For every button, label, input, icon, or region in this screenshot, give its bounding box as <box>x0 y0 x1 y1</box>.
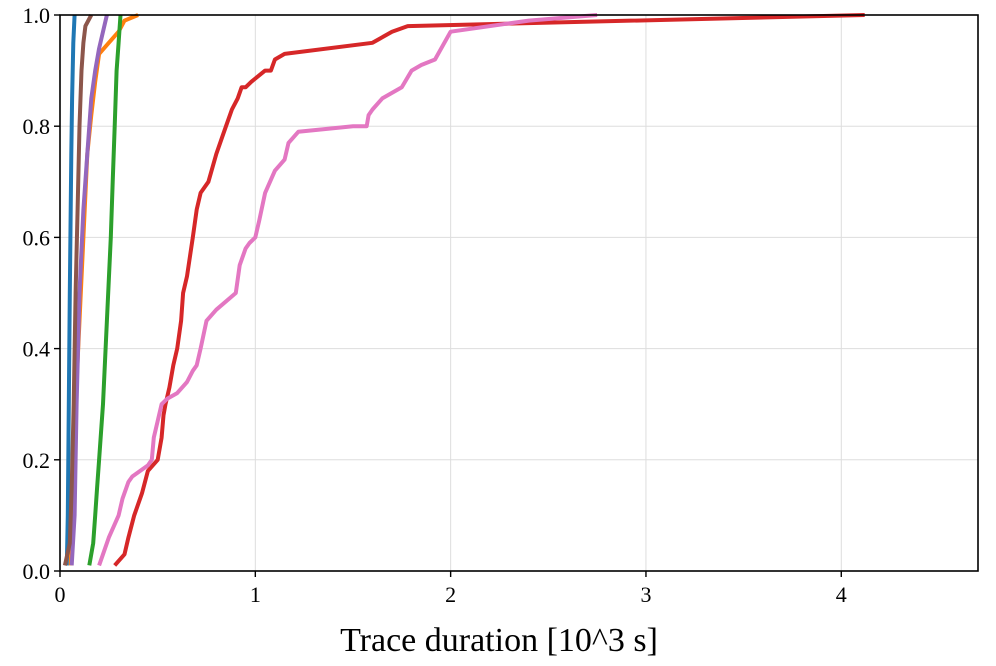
axis-ticks: 0 1 2 3 4 0.0 0.2 0.4 0.6 0.8 1.0 <box>23 3 847 607</box>
x-tick-label: 4 <box>836 582 847 607</box>
series-line-purple <box>69 14 109 566</box>
x-axis-title: Trace duration [10^3 s] <box>340 622 658 659</box>
data-series <box>62 13 865 567</box>
y-tick-label: 0.6 <box>23 225 51 250</box>
y-tick-label: 0.2 <box>23 448 51 473</box>
y-tick-label: 0.0 <box>23 559 51 584</box>
series-line-pink <box>97 13 598 567</box>
series-line-red <box>113 13 865 567</box>
y-tick-label: 0.8 <box>23 114 51 139</box>
x-tick-label: 0 <box>55 582 66 607</box>
series-line-blue <box>64 14 77 566</box>
y-tick-label: 1.0 <box>23 3 51 28</box>
plot-area-frame <box>59 14 979 572</box>
series-line-brown <box>62 14 94 566</box>
series-line-green <box>87 14 123 566</box>
x-tick-label: 1 <box>250 582 261 607</box>
x-tick-label: 3 <box>640 582 651 607</box>
x-tick-label: 2 <box>445 582 456 607</box>
y-tick-label: 0.4 <box>23 337 51 362</box>
grid <box>59 14 978 572</box>
